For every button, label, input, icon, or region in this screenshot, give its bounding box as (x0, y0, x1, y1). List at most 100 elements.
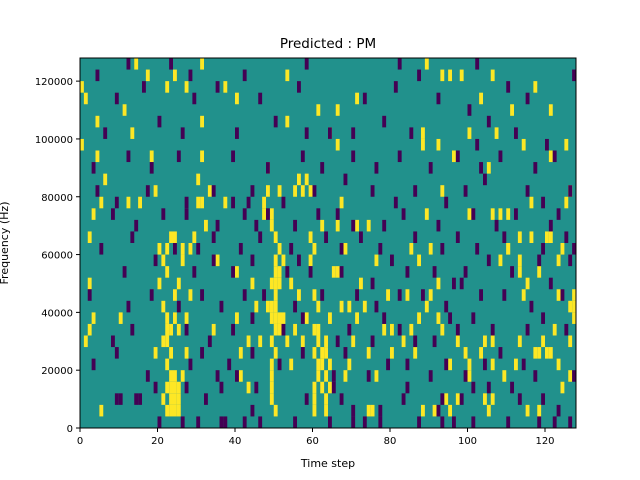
heatmap-cell (200, 150, 205, 163)
heatmap-cell (324, 231, 329, 243)
heatmap-cell (486, 404, 491, 417)
heatmap-cell (223, 81, 228, 93)
heatmap-cell (421, 138, 425, 151)
heatmap-cell (266, 208, 270, 220)
heatmap-cell (238, 347, 243, 359)
heatmap-cell (572, 300, 577, 313)
heatmap-cell (525, 185, 530, 197)
heatmap-cell (572, 289, 577, 301)
heatmap-cell (366, 219, 371, 232)
heatmap-cell (285, 69, 290, 82)
heatmap-cell (351, 416, 356, 428)
heatmap-cell (483, 173, 487, 186)
heatmap-cell (324, 347, 329, 359)
heatmap-cell (517, 231, 522, 243)
heatmap-cell (568, 416, 573, 428)
heatmap-cell (312, 323, 317, 336)
heatmap-cell (467, 358, 472, 371)
heatmap-cell (374, 254, 379, 267)
heatmap-cell (293, 416, 298, 428)
heatmap-cell (335, 138, 340, 151)
heatmap-cell (266, 300, 270, 313)
heatmap-cell (436, 92, 441, 105)
heatmap-cell (145, 185, 150, 197)
heatmap-cell (91, 358, 96, 371)
heatmap-cell (176, 150, 181, 163)
x-tick-label: 40 (229, 436, 242, 447)
heatmap-cell (211, 231, 216, 243)
heatmap-cell (556, 208, 561, 220)
heatmap-cell (525, 92, 530, 105)
heatmap-cell (545, 138, 549, 151)
heatmap-cell (126, 150, 131, 163)
heatmap-cell (196, 416, 201, 428)
heatmap-cell (235, 266, 239, 278)
heatmap-cell (153, 254, 158, 267)
heatmap-cell (184, 312, 189, 324)
heatmap-cell (444, 300, 449, 313)
heatmap-cell (99, 404, 104, 417)
x-tick-label: 60 (306, 436, 319, 447)
heatmap-cell (378, 404, 383, 417)
heatmap-cell (262, 289, 267, 301)
heatmap-cell (517, 335, 522, 348)
heatmap-cell (409, 323, 414, 336)
heatmap-cell (91, 208, 96, 220)
heatmap-cell (343, 370, 348, 382)
x-tick-label: 120 (535, 436, 554, 447)
heatmap-cell (242, 416, 247, 428)
heatmap-cell (250, 254, 255, 267)
heatmap-cell (382, 312, 387, 324)
heatmap-cell (459, 277, 464, 290)
heatmap-cell (471, 381, 476, 394)
heatmap-cell (238, 370, 243, 382)
heatmap-cell (494, 219, 499, 232)
heatmap-cell (122, 104, 127, 116)
heatmap-cell (471, 208, 476, 220)
heatmap-cell (254, 300, 259, 313)
heatmap-cell (95, 69, 100, 82)
heatmap-cell (258, 92, 263, 105)
x-axis: 0 20 40 60 80 100 120 (77, 428, 555, 447)
heatmap-cell (95, 150, 100, 163)
heatmap-cell (293, 219, 298, 232)
heatmap-cell (91, 312, 96, 324)
heatmap-cell (556, 289, 561, 301)
heatmap-cell (269, 358, 274, 371)
heatmap-cell (409, 127, 414, 139)
heatmap-cell (421, 289, 425, 301)
heatmap-cell (130, 127, 135, 139)
heatmap-cell (436, 219, 441, 232)
heatmap-cell (413, 347, 418, 359)
heatmap-cell (405, 289, 410, 301)
heatmap-cell (479, 289, 484, 301)
heatmap-cell (258, 335, 263, 348)
y-axis: 0 20000 40000 60000 80000 100000 120000 (35, 77, 80, 435)
heatmap-cell (173, 289, 177, 301)
heatmap-cell (316, 323, 321, 336)
heatmap-cell (324, 370, 329, 382)
heatmap-cell (200, 289, 205, 301)
heatmap-cell (262, 196, 267, 209)
heatmap-cell (475, 138, 480, 151)
heatmap-cell (231, 323, 236, 336)
heatmap-cell (421, 404, 425, 417)
heatmap-cell (188, 243, 193, 255)
heatmap-cell (339, 196, 344, 209)
heatmap-cell (351, 404, 356, 417)
heatmap-cell (180, 416, 185, 428)
heatmap-cell (455, 393, 460, 405)
heatmap-cell (455, 335, 460, 348)
heatmap-cell (572, 69, 577, 82)
heatmap-cell (277, 185, 282, 197)
heatmap-cell (165, 81, 170, 93)
heatmap-cell (324, 404, 329, 417)
heatmap-cell (339, 243, 344, 255)
heatmap-cell (176, 381, 181, 394)
heatmap-cell (556, 404, 561, 417)
heatmap-cell (490, 393, 495, 405)
heatmap-cell (173, 370, 177, 382)
heatmap-cell (328, 358, 332, 371)
heatmap-cell (452, 277, 456, 290)
heatmap-cell (87, 289, 92, 301)
